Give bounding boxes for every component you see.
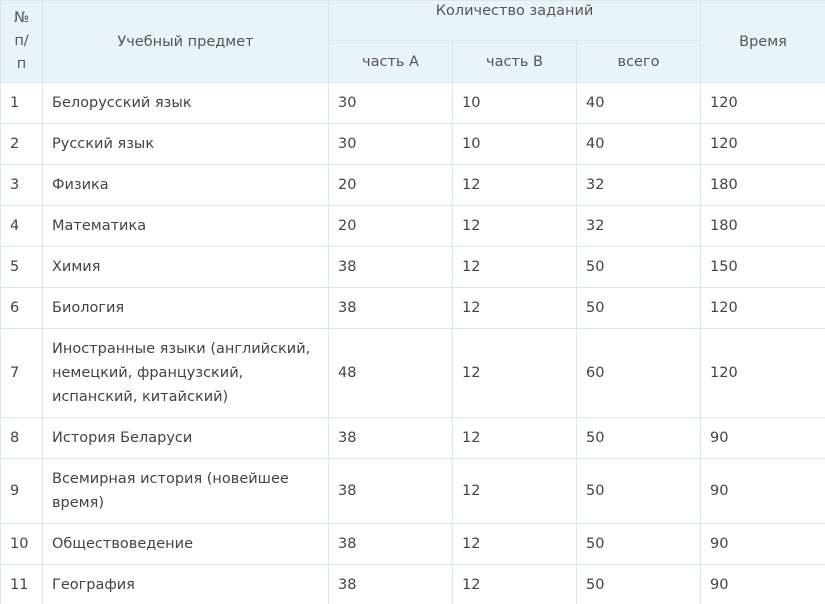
- header-row-2: часть А часть В всего: [1, 40, 825, 83]
- table-row: 8 История Беларуси 38 12 50 90: [0, 417, 825, 459]
- cell-part-b: 10: [452, 82, 577, 124]
- cell-time: 180: [700, 205, 825, 247]
- header-total: всего: [576, 40, 701, 83]
- header-row-1: № п/п Учебный предмет Количество заданий…: [0, 0, 825, 83]
- cell-part-a: 20: [328, 205, 453, 247]
- cell-part-b: 12: [452, 523, 577, 565]
- cell-total: 32: [576, 164, 701, 206]
- table-row: 9 Всемирная история (новейшее время) 38 …: [0, 458, 825, 524]
- cell-time: 90: [700, 564, 825, 604]
- cell-total: 40: [576, 123, 701, 165]
- cell-total: 50: [576, 246, 701, 288]
- cell-subject: История Беларуси: [42, 417, 329, 459]
- cell-total: 60: [576, 328, 701, 418]
- table-row: 6 Биология 38 12 50 120: [0, 287, 825, 329]
- table-row: 3 Физика 20 12 32 180: [0, 164, 825, 206]
- cell-time: 90: [700, 417, 825, 459]
- cell-part-a: 38: [328, 564, 453, 604]
- cell-total: 50: [576, 458, 701, 524]
- cell-subject: Белорусский язык: [42, 82, 329, 124]
- cell-time: 120: [700, 328, 825, 418]
- cell-part-a: 38: [328, 458, 453, 524]
- cell-part-a: 38: [328, 523, 453, 565]
- cell-num: 9: [0, 458, 43, 524]
- cell-part-b: 12: [452, 164, 577, 206]
- cell-time: 120: [700, 287, 825, 329]
- header-part-b: часть В: [452, 40, 577, 83]
- table-row: 4 Математика 20 12 32 180: [0, 205, 825, 247]
- cell-subject: Биология: [42, 287, 329, 329]
- cell-subject: Иностранные языки (английский, немецкий,…: [42, 328, 329, 418]
- cell-subject: Физика: [42, 164, 329, 206]
- cell-part-a: 30: [328, 123, 453, 165]
- cell-subject: Всемирная история (новейшее время): [42, 458, 329, 524]
- cell-subject: География: [42, 564, 329, 604]
- cell-part-b: 12: [452, 564, 577, 604]
- cell-total: 50: [576, 523, 701, 565]
- cell-subject: Русский язык: [42, 123, 329, 165]
- header-part-a: часть А: [328, 40, 453, 83]
- cell-time: 120: [700, 82, 825, 124]
- cell-part-b: 12: [452, 246, 577, 288]
- cell-time: 90: [700, 458, 825, 524]
- table-row: 11 География 38 12 50 90: [0, 564, 825, 604]
- cell-part-a: 30: [328, 82, 453, 124]
- cell-total: 50: [576, 564, 701, 604]
- cell-num: 3: [0, 164, 43, 206]
- cell-part-a: 38: [328, 417, 453, 459]
- cell-part-a: 38: [328, 246, 453, 288]
- header-num-abbr: п/п: [14, 33, 29, 72]
- cell-part-b: 12: [452, 287, 577, 329]
- header-num-symbol: №: [13, 10, 30, 26]
- cell-part-b: 12: [452, 328, 577, 418]
- table-row: 7 Иностранные языки (английский, немецки…: [0, 328, 825, 418]
- cell-time: 150: [700, 246, 825, 288]
- cell-part-b: 12: [452, 205, 577, 247]
- cell-total: 40: [576, 82, 701, 124]
- cell-time: 90: [700, 523, 825, 565]
- cell-subject: Обществоведение: [42, 523, 329, 565]
- cell-num: 11: [0, 564, 43, 604]
- cell-num: 4: [0, 205, 43, 247]
- cell-total: 50: [576, 417, 701, 459]
- cell-part-b: 12: [452, 417, 577, 459]
- cell-subject: Математика: [42, 205, 329, 247]
- table-row: 1 Белорусский язык 30 10 40 120: [0, 82, 825, 124]
- cell-part-a: 38: [328, 287, 453, 329]
- cell-total: 50: [576, 287, 701, 329]
- table-row: 10 Обществоведение 38 12 50 90: [0, 523, 825, 565]
- header-num: № п/п: [0, 0, 43, 83]
- cell-time: 180: [700, 164, 825, 206]
- cell-part-b: 12: [452, 458, 577, 524]
- header-subject: Учебный предмет: [42, 0, 329, 83]
- cell-num: 5: [0, 246, 43, 288]
- cell-num: 8: [0, 417, 43, 459]
- cell-time: 120: [700, 123, 825, 165]
- cell-part-a: 20: [328, 164, 453, 206]
- table-row: 2 Русский язык 30 10 40 120: [0, 123, 825, 165]
- cell-num: 10: [0, 523, 43, 565]
- cell-num: 6: [0, 287, 43, 329]
- cell-total: 32: [576, 205, 701, 247]
- cell-num: 7: [0, 328, 43, 418]
- cell-part-b: 10: [452, 123, 577, 165]
- cell-num: 1: [0, 82, 43, 124]
- header-tasks-group: Количество заданий: [328, 0, 701, 41]
- cell-subject: Химия: [42, 246, 329, 288]
- header-time: Время: [700, 0, 825, 83]
- table-row: 5 Химия 38 12 50 150: [0, 246, 825, 288]
- cell-part-a: 48: [328, 328, 453, 418]
- cell-num: 2: [0, 123, 43, 165]
